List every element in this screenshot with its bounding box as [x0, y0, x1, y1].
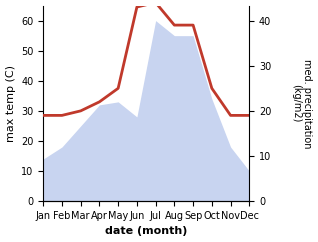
X-axis label: date (month): date (month) — [105, 227, 187, 236]
Y-axis label: med. precipitation
(kg/m2): med. precipitation (kg/m2) — [291, 59, 313, 148]
Y-axis label: max temp (C): max temp (C) — [5, 65, 16, 142]
